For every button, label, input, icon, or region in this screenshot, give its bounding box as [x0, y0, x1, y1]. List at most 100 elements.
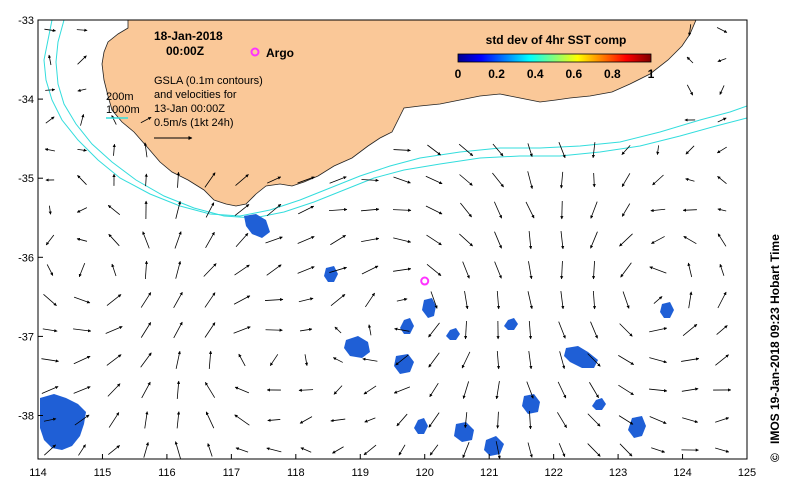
velocity-arrow [393, 237, 412, 243]
velocity-arrow [619, 443, 633, 457]
velocity-arrow [266, 264, 282, 276]
velocity-arrow [143, 142, 148, 158]
velocity-arrow [234, 414, 250, 426]
velocity-arrow [527, 442, 533, 458]
velocity-arrow [590, 201, 598, 219]
velocity-arrow [618, 384, 634, 396]
x-axis: 114 115 116 117 118 119 120 121 122 123 124 125 [29, 454, 756, 479]
velocity-arrow [205, 411, 215, 429]
velocity-arrow [592, 172, 596, 188]
velocity-arrow [587, 413, 601, 427]
velocity-arrow [461, 351, 471, 369]
x-tick-label: 124 [673, 467, 691, 479]
velocity-arrow [621, 145, 631, 155]
velocity-arrow [425, 205, 443, 215]
velocity-arrow [364, 417, 376, 423]
velocity-arrow [687, 262, 693, 278]
velocity-arrow [395, 354, 409, 366]
velocity-arrow [528, 410, 532, 430]
velocity-arrow [140, 352, 152, 368]
velocity-arrow [298, 205, 315, 215]
velocity-arrow [649, 416, 667, 424]
y-tick-label: -33 [18, 15, 34, 27]
velocity-arrow [41, 358, 59, 363]
velocity-arrow [590, 321, 598, 339]
velocity-arrow [649, 388, 668, 393]
velocity-arrow [717, 176, 727, 184]
velocity-arrow [329, 176, 347, 184]
velocity-arrow [300, 447, 312, 453]
velocity-arrow [525, 201, 535, 219]
velocity-arrow [396, 413, 408, 427]
velocity-arrow [174, 441, 181, 459]
velocity-arrow [204, 172, 216, 188]
velocity-arrow [107, 204, 121, 216]
velocity-arrow [496, 411, 500, 429]
velocity-arrow [656, 145, 660, 155]
copyright-symbol: © [768, 453, 782, 462]
velocity-arrow [591, 142, 596, 159]
velocity-arrow [176, 411, 181, 429]
velocity-arrow [204, 382, 216, 398]
velocity-arrow [560, 231, 565, 250]
gsla-line4: 0.5m/s (1kt 24h) [154, 117, 233, 129]
velocity-arrow [235, 447, 249, 453]
velocity-arrow [557, 381, 567, 399]
velocity-arrow [299, 416, 313, 424]
velocity-arrow [428, 412, 440, 428]
velocity-arrow [428, 352, 440, 368]
velocity-arrow [427, 144, 441, 156]
velocity-arrow [459, 233, 473, 247]
velocity-arrow [592, 290, 597, 310]
velocity-arrow [393, 267, 412, 272]
velocity-arrow [362, 357, 378, 362]
velocity-arrow [685, 177, 695, 182]
velocity-arrow [363, 385, 377, 395]
velocity-arrow [494, 231, 502, 249]
velocity-arrow [144, 260, 149, 280]
velocity-arrow [76, 207, 88, 213]
velocity-arrow [265, 236, 283, 244]
velocity-arrow [44, 148, 56, 152]
land-australia [101, 20, 697, 207]
velocity-arrow [688, 24, 692, 36]
velocity-arrow [44, 28, 56, 32]
velocity-arrow [686, 84, 694, 96]
velocity-arrow [41, 386, 59, 394]
velocity-arrow [398, 444, 406, 456]
velocity-arrow [621, 203, 631, 217]
velocity-arrow [717, 291, 727, 309]
velocity-arrow [45, 116, 55, 124]
velocity-arrow [462, 442, 470, 459]
velocity-arrow [426, 264, 442, 276]
x-tick-label: 119 [351, 467, 369, 479]
x-tick-label: 122 [544, 467, 562, 479]
velocity-arrow [108, 445, 120, 455]
velocity-arrow [681, 357, 700, 362]
velocity-arrow [361, 237, 380, 242]
velocity-arrow [73, 328, 92, 333]
velocity-arrow [429, 444, 439, 456]
velocity-arrow [205, 202, 215, 218]
velocity-arrow [715, 354, 729, 366]
velocity-arrow [328, 207, 348, 212]
velocity-arrow [363, 444, 377, 456]
velocity-arrow [205, 231, 215, 249]
velocity-arrow [587, 353, 601, 367]
velocity-arrow [526, 381, 534, 399]
colorbar-tick-label: 0.8 [604, 67, 621, 81]
velocity-arrow [143, 442, 149, 458]
velocity-arrow [558, 321, 566, 339]
velocity-arrow [620, 262, 632, 278]
velocity-arrow [494, 261, 502, 279]
velocity-arrow [329, 266, 347, 273]
velocity-arrow [266, 203, 282, 217]
argo-legend-label: Argo [266, 46, 294, 60]
velocity-arrow [175, 350, 181, 369]
velocity-arrow [76, 28, 88, 32]
velocity-arrow [111, 263, 117, 277]
velocity-arrow [462, 261, 470, 279]
velocity-arrow [716, 325, 728, 335]
velocity-arrow [719, 85, 725, 95]
x-tick-label: 117 [223, 467, 241, 479]
